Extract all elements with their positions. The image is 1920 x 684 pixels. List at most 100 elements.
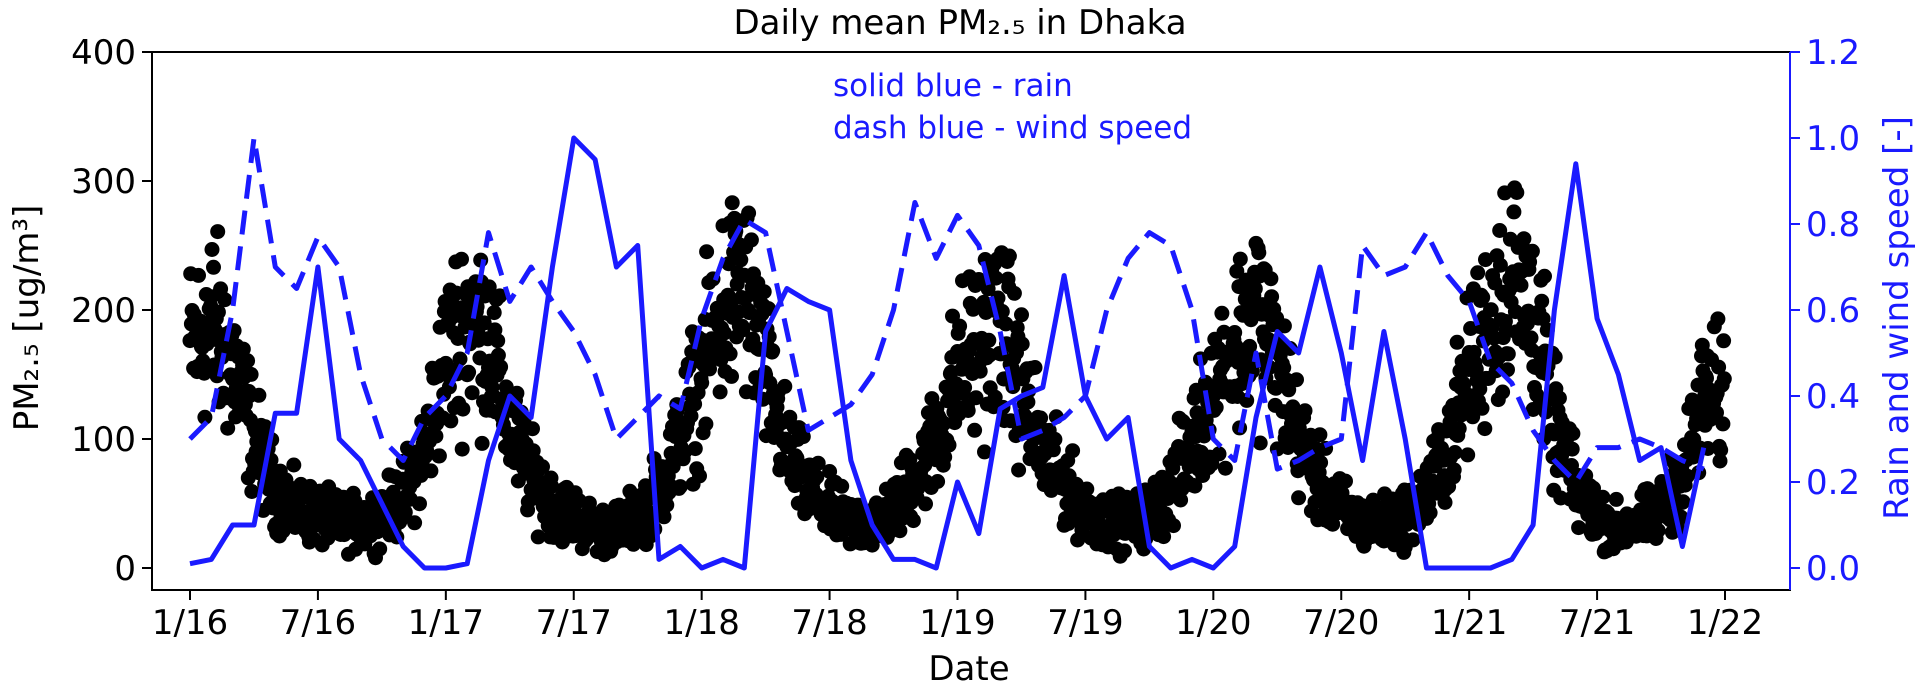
- pm25-point: [450, 331, 466, 346]
- pm25-point: [1264, 289, 1280, 305]
- pm25-point: [525, 421, 540, 437]
- pm25-point: [1166, 518, 1181, 534]
- pm25-point: [960, 403, 976, 418]
- pm25-point: [1011, 462, 1027, 478]
- pm25-point: [1434, 440, 1449, 456]
- pm25-point: [220, 420, 236, 436]
- pm25-point: [1117, 543, 1132, 559]
- pm25-point: [251, 387, 267, 403]
- pm25-point: [810, 455, 826, 471]
- pm25-point: [917, 457, 933, 473]
- pm25-point: [490, 347, 506, 363]
- pm25-point: [777, 378, 793, 394]
- x-tick-label: 7/19: [1047, 603, 1123, 643]
- pm25-point: [1047, 431, 1063, 447]
- pm25-point: [1709, 405, 1724, 421]
- pm25-point: [1449, 334, 1465, 350]
- pm25-point: [724, 195, 740, 211]
- pm25-point: [1014, 336, 1030, 352]
- pm25-point: [1033, 410, 1049, 426]
- x-tick-label: 1/21: [1431, 603, 1507, 643]
- x-tick-label: 7/20: [1303, 603, 1379, 643]
- pm25-point: [724, 368, 739, 384]
- pm25-point: [476, 315, 492, 331]
- pm25-point: [1495, 384, 1511, 400]
- pm25-point: [412, 496, 427, 512]
- pm25-point: [735, 322, 751, 338]
- pm25-point: [1474, 400, 1490, 416]
- pm25-point: [454, 441, 470, 457]
- pm25-point: [490, 333, 506, 349]
- pm25-point: [1564, 441, 1580, 457]
- pm25-point: [694, 375, 710, 391]
- plot-frame: [151, 51, 1791, 591]
- pm25-point: [372, 541, 388, 557]
- pm25-point: [1586, 480, 1601, 496]
- pm25-point: [743, 232, 759, 248]
- pm25-point: [692, 468, 707, 484]
- pm25-point: [1281, 382, 1297, 398]
- pm25-point: [1211, 446, 1227, 462]
- x-tick-label: 1/20: [1175, 603, 1251, 643]
- pm25-point: [1291, 490, 1307, 506]
- pm25-point: [988, 270, 1004, 286]
- pm25-point: [1711, 359, 1727, 375]
- pm25-point: [656, 509, 672, 525]
- pm25-point: [716, 325, 732, 341]
- pm25-point: [1516, 231, 1532, 247]
- pm25-point: [864, 537, 880, 553]
- pm25-point: [461, 364, 477, 380]
- pm25-point: [486, 305, 502, 321]
- pm25-point: [1268, 380, 1284, 396]
- pm25-point: [243, 366, 259, 382]
- pm25-point: [1214, 305, 1230, 321]
- pm25-point: [1173, 492, 1189, 508]
- pm25-point: [1006, 285, 1022, 301]
- pm25-scatter: [182, 180, 1732, 566]
- pm25-point: [1478, 252, 1493, 268]
- pm25-point: [1208, 399, 1224, 415]
- y-tick-label-right: 0.2: [1806, 463, 1860, 503]
- pm25-point: [1437, 494, 1453, 510]
- pm25-point: [397, 504, 413, 520]
- pm25-point: [971, 272, 987, 287]
- pm25-point: [1232, 251, 1248, 267]
- pm25-point: [905, 513, 921, 529]
- pm25-point: [1460, 447, 1476, 463]
- pm25-point: [1242, 338, 1258, 354]
- pm25-point: [1312, 427, 1328, 443]
- y-tick-label-right: 1.2: [1806, 33, 1860, 73]
- pm25-point: [1712, 453, 1728, 469]
- y-tick-label-left: 400: [71, 33, 136, 73]
- pm25-point: [1716, 333, 1732, 349]
- pm25-point: [965, 301, 981, 317]
- pm25-point: [672, 479, 688, 495]
- pm25-point: [474, 435, 490, 451]
- pm25-point: [977, 444, 992, 460]
- pm25-point: [1276, 318, 1292, 334]
- pm25-point: [1483, 302, 1499, 318]
- series-line-rain: [189, 135, 1707, 571]
- pm25-point: [789, 450, 805, 466]
- pm25-point: [1537, 268, 1552, 284]
- pm25-point: [320, 530, 336, 546]
- pm25-point: [197, 409, 213, 425]
- pm25-point: [1551, 390, 1567, 406]
- pm25-point: [1675, 494, 1691, 510]
- x-tick-label: 7/21: [1559, 603, 1635, 643]
- pm25-point: [210, 224, 226, 240]
- pm25-point: [809, 469, 825, 485]
- pm25-point: [1492, 257, 1508, 273]
- pm25-point: [1713, 442, 1729, 458]
- pm25-point: [1027, 360, 1043, 375]
- pm25-point: [987, 389, 1003, 405]
- pm25-point: [204, 242, 220, 257]
- pm25-point: [1447, 445, 1463, 460]
- pm25-point: [481, 279, 497, 295]
- pm25-point: [1422, 505, 1438, 521]
- pm25-point: [443, 413, 459, 429]
- x-axis-label: Date: [928, 649, 1009, 684]
- pm25-point: [952, 318, 968, 334]
- pm25-point: [1325, 516, 1341, 532]
- pm25-point: [1492, 223, 1508, 238]
